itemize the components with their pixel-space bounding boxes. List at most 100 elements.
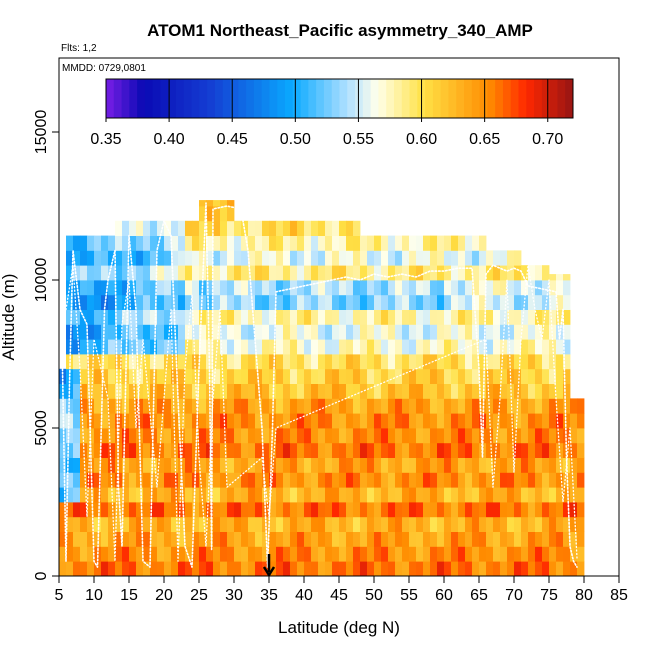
heatmap-cell: [255, 516, 263, 532]
heatmap-cell: [465, 516, 473, 532]
heatmap-cell: [283, 531, 291, 547]
heatmap-cell: [521, 324, 529, 340]
heatmap-cell: [444, 294, 452, 310]
heatmap-cell: [122, 487, 130, 503]
heatmap-cell: [577, 561, 585, 576]
heatmap-cell: [528, 354, 536, 370]
heatmap-cell: [472, 235, 480, 251]
heatmap-cell: [122, 472, 130, 488]
heatmap-cell: [409, 324, 417, 340]
heatmap-cell: [346, 487, 354, 503]
colorbar-tick-label: 0.45: [217, 131, 248, 148]
heatmap-cell: [283, 309, 291, 325]
heatmap-cell: [129, 487, 137, 503]
heatmap-cell: [297, 413, 305, 429]
heatmap-cell: [227, 354, 235, 370]
heatmap-cell: [143, 339, 151, 355]
heatmap-cell: [115, 502, 123, 518]
heatmap-cell: [500, 546, 508, 562]
heatmap-cell: [451, 324, 459, 340]
heatmap-cell: [535, 354, 543, 370]
heatmap-cell: [136, 531, 144, 547]
heatmap-cell: [101, 457, 109, 473]
heatmap-cell: [143, 516, 151, 532]
heatmap-cell: [143, 309, 151, 325]
heatmap-cell: [115, 531, 123, 547]
heatmap-cell: [129, 383, 137, 399]
heatmap-cell: [381, 442, 389, 458]
heatmap-cell: [563, 274, 571, 281]
heatmap-cell: [360, 487, 368, 503]
heatmap-cell: [339, 531, 347, 547]
heatmap-cell: [150, 265, 158, 281]
heatmap-cell: [311, 442, 319, 458]
colorbar-swatches: [106, 79, 574, 118]
heatmap-cell: [220, 250, 228, 266]
heatmap-cell: [423, 472, 431, 488]
heatmap-cell: [549, 294, 557, 310]
heatmap-cell: [73, 368, 81, 384]
heatmap-cell: [332, 235, 340, 251]
heatmap-cell: [157, 294, 165, 310]
heatmap-cell: [185, 516, 193, 532]
heatmap-cell: [213, 457, 221, 473]
heatmap-cell: [66, 294, 74, 310]
heatmap-cell: [360, 235, 368, 251]
heatmap-cell: [87, 502, 95, 518]
heatmap-cell: [514, 368, 522, 384]
heatmap-cell: [157, 487, 165, 503]
heatmap-cell: [409, 309, 417, 325]
heatmap-cell: [206, 531, 214, 547]
heatmap-cell: [318, 398, 326, 414]
heatmap-cell: [108, 487, 116, 503]
heatmap-cell: [262, 472, 270, 488]
heatmap-cell: [451, 280, 459, 296]
heatmap-cell: [143, 324, 151, 340]
heatmap-cell: [318, 324, 326, 340]
heatmap-cell: [220, 220, 228, 236]
heatmap-cell: [248, 368, 256, 384]
heatmap-cell: [234, 280, 242, 296]
heatmap-cell: [451, 250, 459, 266]
heatmap-cell: [465, 561, 473, 576]
heatmap-cell: [241, 368, 249, 384]
heatmap-cell: [395, 516, 403, 532]
heatmap-cell: [528, 546, 536, 562]
colorbar: 0.35 0.40 0.45 0.50 0.55 0.60 0.65 0.70: [90, 78, 574, 148]
heatmap-cell: [479, 354, 487, 370]
heatmap-cell: [311, 531, 319, 547]
heatmap-cell: [157, 339, 165, 355]
heatmap-cell: [535, 398, 543, 414]
heatmap-cell: [339, 265, 347, 281]
heatmap-cell: [493, 324, 501, 340]
heatmap-cell: [115, 561, 123, 576]
heatmap-cell: [479, 487, 487, 503]
heatmap-cell: [87, 280, 95, 296]
heatmap-cell: [402, 235, 410, 251]
heatmap-cell: [367, 324, 375, 340]
heatmap-cell: [472, 368, 480, 384]
heatmap-cell: [374, 413, 382, 429]
heatmap-cell: [437, 398, 445, 414]
heatmap-cell: [409, 383, 417, 399]
heatmap-cell: [528, 472, 536, 488]
heatmap-cell: [423, 368, 431, 384]
heatmap-cell: [395, 339, 403, 355]
heatmap-cell: [332, 383, 340, 399]
heatmap-cell: [521, 398, 529, 414]
heatmap-cell: [388, 531, 396, 547]
heatmap-cell: [157, 516, 165, 532]
heatmap-cell: [241, 383, 249, 399]
heatmap-cell: [136, 502, 144, 518]
heatmap-cell: [234, 250, 242, 266]
heatmap-cell: [115, 354, 123, 370]
heatmap-cell: [108, 250, 116, 266]
heatmap-cell: [332, 220, 340, 236]
heatmap-cell: [101, 368, 109, 384]
heatmap-cell: [388, 413, 396, 429]
heatmap-cell: [535, 368, 543, 384]
heatmap-cell: [507, 280, 515, 296]
heatmap-cell: [178, 265, 186, 281]
heatmap-cell: [248, 413, 256, 429]
heatmap-cell: [423, 339, 431, 355]
